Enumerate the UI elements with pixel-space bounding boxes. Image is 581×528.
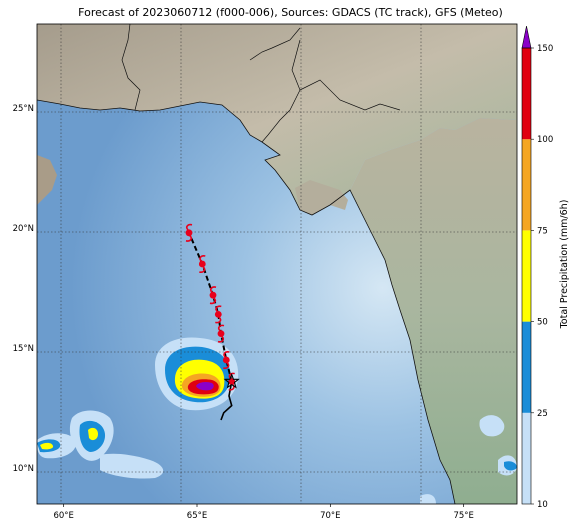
lon-tick-labels: 60°E 65°E 70°E 75°E — [53, 504, 474, 521]
precip-cluster-east — [420, 415, 517, 504]
colorbar-tick-label: 75 — [537, 226, 548, 236]
coastline — [37, 99, 456, 504]
colorbar-segment — [522, 139, 531, 231]
colorbar-segment — [522, 412, 531, 504]
map-frame — [36, 23, 518, 505]
border-lines — [121, 24, 401, 143]
colorbar-extend-arrow — [521, 25, 532, 49]
map-title: Forecast of 2023060712 (f000-006), Sourc… — [78, 6, 503, 19]
cyclone-symbol — [222, 351, 230, 369]
land-india — [350, 118, 517, 504]
gridlines — [37, 24, 517, 504]
observed-track-line — [220, 381, 233, 421]
colorbar-tick-label: 150 — [537, 44, 553, 54]
precip-cluster-west — [37, 410, 164, 479]
land-gujarat — [295, 180, 348, 215]
land-arabia — [37, 155, 57, 205]
land-north — [37, 24, 517, 215]
precip-cluster-cyclone — [155, 337, 239, 411]
lon-tick-label: 65°E — [187, 511, 207, 521]
cyclone-symbol — [214, 305, 222, 324]
colorbar-segment — [522, 321, 531, 413]
colorbar: 10 25 50 75 100 150 — [521, 25, 553, 510]
lat-tick-labels: 10°N 15°N 20°N 25°N — [13, 104, 34, 474]
cyclone-symbol — [198, 255, 206, 273]
colorbar-label: Total Precipitation (mm/6h) — [559, 200, 570, 330]
lon-tick-label: 75°E — [453, 511, 473, 521]
lat-tick-label: 15°N — [13, 344, 34, 354]
cyclone-symbol — [209, 286, 217, 305]
track-symbols — [185, 223, 240, 391]
colorbar-segment — [522, 48, 531, 140]
colorbar-tick-label: 25 — [537, 409, 548, 419]
colorbar-segment — [522, 230, 531, 322]
map-area[interactable] — [37, 24, 517, 504]
cyclone-symbol — [185, 223, 193, 242]
colorbar-tick-label: 100 — [537, 135, 553, 145]
lon-tick-label: 70°E — [320, 511, 340, 521]
cyclone-symbol — [217, 324, 225, 343]
current-position-star — [223, 373, 240, 389]
lat-tick-label: 10°N — [13, 464, 34, 474]
colorbar-tick-label: 50 — [537, 318, 548, 328]
lat-tick-label: 20°N — [13, 224, 34, 234]
lon-tick-label: 60°E — [53, 511, 73, 521]
colorbar-frame — [521, 47, 532, 505]
colorbar-tick-label: 10 — [537, 500, 548, 510]
lat-tick-label: 25°N — [13, 104, 34, 114]
